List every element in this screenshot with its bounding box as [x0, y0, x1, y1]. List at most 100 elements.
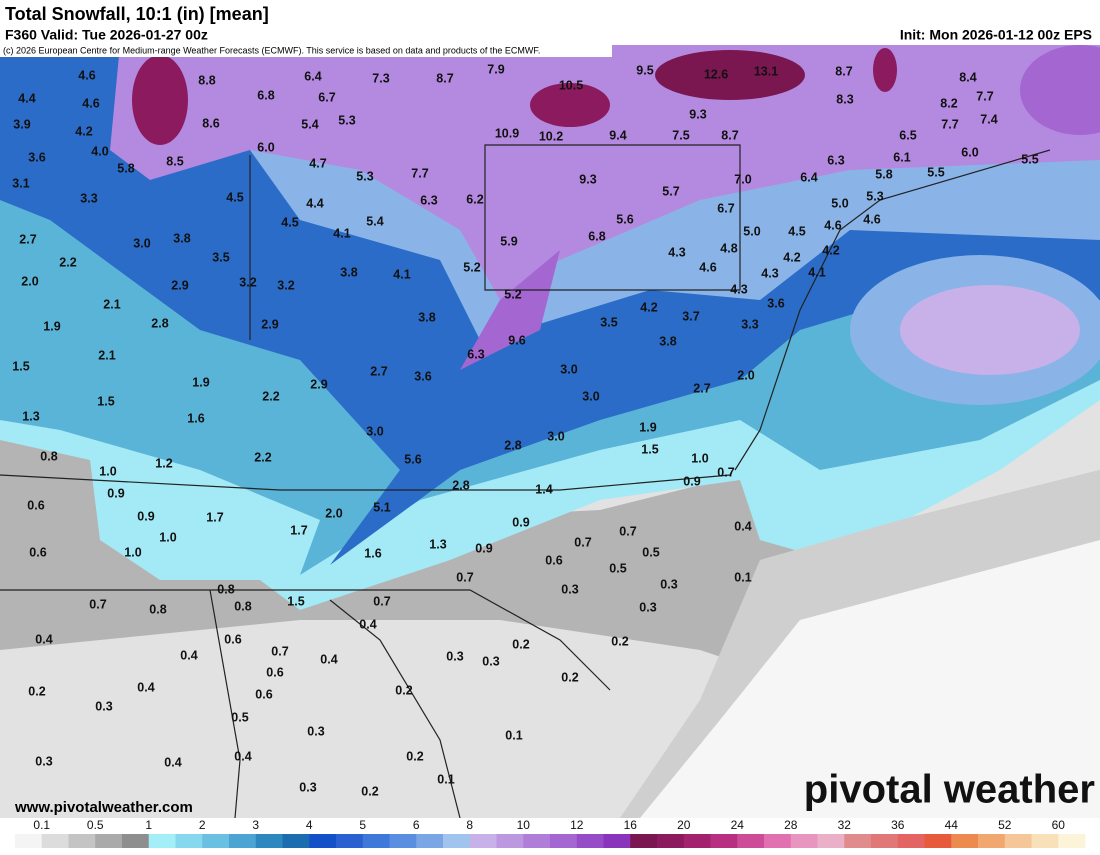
- snowfall-label: 2.7: [693, 381, 710, 395]
- colorbar-swatch: [764, 834, 792, 848]
- map-labels: 4.6 8.8 6.4 7.3 8.7 7.9 9.5 12.6 13.1 8.7 8.4 4.4 4.…: [12, 62, 1038, 798]
- snowfall-label: 3.5: [212, 250, 229, 264]
- website: www.pivotalweather.com: [14, 799, 193, 816]
- colorbar-swatch: [282, 834, 310, 848]
- snowfall-label: 5.5: [927, 165, 944, 179]
- colorbar-label: 5: [359, 818, 366, 832]
- snowfall-label: 8.6: [202, 116, 219, 130]
- snowfall-label: 8.2: [940, 96, 957, 110]
- valid-time: F360 Valid: Tue 2026-01-27 00z: [5, 27, 208, 43]
- snowfall-label: 0.3: [482, 654, 499, 668]
- snowfall-label: 9.5: [636, 63, 653, 77]
- colorbar-swatch: [68, 834, 96, 848]
- colorbar-swatch: [255, 834, 283, 848]
- snowfall-label: 0.2: [28, 684, 45, 698]
- snowfall-label: 0.3: [299, 780, 316, 794]
- snowfall-label: 4.5: [281, 215, 298, 229]
- snowfall-label: 5.3: [338, 113, 355, 127]
- colorbar-label: 10: [517, 818, 531, 832]
- snowfall-label: 7.7: [976, 89, 993, 103]
- snowfall-label: 3.8: [659, 334, 676, 348]
- snowfall-label: 5.5: [1021, 152, 1038, 166]
- colorbar-swatch: [202, 834, 230, 848]
- snowfall-label: 5.4: [301, 117, 318, 131]
- snowfall-label: 6.4: [800, 170, 817, 184]
- snowfall-label: 0.2: [611, 634, 628, 648]
- colorbar-label: 12: [570, 818, 584, 832]
- snowfall-label: 5.0: [831, 196, 848, 210]
- title: Total Snowfall, 10:1 (in) [mean]: [5, 4, 269, 24]
- colorbar-swatch: [657, 834, 685, 848]
- snowfall-label: 0.5: [231, 710, 248, 724]
- snowfall-label: 4.1: [393, 267, 410, 281]
- snowfall-label: 3.6: [414, 369, 431, 383]
- snowfall-label: 0.4: [320, 652, 337, 666]
- colorbar-label: 3: [252, 818, 259, 832]
- snowfall-label: 2.9: [171, 278, 188, 292]
- snowfall-label: 1.9: [43, 319, 60, 333]
- colorbar-swatch: [95, 834, 123, 848]
- snowfall-label: 8.3: [836, 92, 853, 106]
- snowfall-label: 0.4: [137, 680, 154, 694]
- snowfall-label: 0.8: [149, 602, 166, 616]
- colorbar-label: 16: [624, 818, 638, 832]
- snowfall-label: 5.7: [662, 184, 679, 198]
- snowfall-label: 5.8: [117, 161, 134, 175]
- init-time: Init: Mon 2026-01-12 00z EPS: [900, 27, 1092, 43]
- snowfall-label: 3.0: [366, 424, 383, 438]
- snowfall-label: 0.6: [27, 498, 44, 512]
- snowfall-label: 4.5: [226, 190, 243, 204]
- snowfall-label: 6.1: [893, 150, 910, 164]
- snowfall-label: 3.1: [12, 176, 29, 190]
- snowfall-label: 1.3: [22, 409, 39, 423]
- snowfall-label: 4.6: [699, 260, 716, 274]
- snowfall-label: 2.8: [151, 316, 168, 330]
- snowfall-label: 9.6: [508, 333, 525, 347]
- snowfall-label: 6.7: [318, 90, 335, 104]
- colorbar-label: 52: [998, 818, 1012, 832]
- snowfall-label: 2.9: [310, 377, 327, 391]
- snowfall-label: 6.3: [420, 193, 437, 207]
- colorbar-swatch: [148, 834, 176, 848]
- snowfall-label: 5.2: [504, 287, 521, 301]
- snowfall-label: 0.4: [234, 749, 251, 763]
- snowfall-label: 0.6: [545, 553, 562, 567]
- snowfall-label: 1.3: [429, 537, 446, 551]
- snowfall-label: 0.1: [734, 570, 751, 584]
- colorbar-swatch: [871, 834, 899, 848]
- snowfall-label: 8.7: [835, 64, 852, 78]
- snowfall-label: 0.3: [639, 600, 656, 614]
- snowfall-label: 0.6: [224, 632, 241, 646]
- snowfall-label: 0.7: [271, 644, 288, 658]
- colorbar-swatch: [576, 834, 604, 848]
- snowfall-label: 2.2: [59, 255, 76, 269]
- snowfall-label: 7.7: [411, 166, 428, 180]
- colorbar-label: 0.5: [87, 818, 104, 832]
- snowfall-label: 2.8: [452, 478, 469, 492]
- colorbar-swatch: [416, 834, 444, 848]
- snowfall-label: 3.6: [767, 296, 784, 310]
- snowfall-label: 5.6: [616, 212, 633, 226]
- snowfall-label: 4.8: [720, 241, 737, 255]
- snowfall-label: 5.1: [373, 500, 390, 514]
- snowfall-label: 0.2: [512, 637, 529, 651]
- snowfall-label: 0.7: [717, 465, 734, 479]
- colorbar-swatch: [924, 834, 952, 848]
- snowfall-label: 2.7: [370, 364, 387, 378]
- colorbar-label: 1: [145, 818, 152, 832]
- snowfall-label: 7.0: [734, 172, 751, 186]
- snowfall-label: 2.9: [261, 317, 278, 331]
- colorbar: 0.1 0.5 1 2 3 4 5 6 8 10 12 16 20 24 28 32 36 44 52 60: [15, 818, 1086, 848]
- snowfall-label: 0.4: [734, 519, 751, 533]
- snowfall-label: 5.9: [500, 234, 517, 248]
- snowfall-label: 5.8: [875, 167, 892, 181]
- snowfall-label: 0.8: [40, 449, 57, 463]
- colorbar-swatch: [1058, 834, 1086, 848]
- snowfall-label: 1.6: [187, 411, 204, 425]
- snowfall-label: 6.4: [304, 69, 321, 83]
- snowfall-label: 0.6: [266, 665, 283, 679]
- snowfall-label: 5.4: [366, 214, 383, 228]
- snowfall-label: 0.4: [164, 755, 181, 769]
- snowfall-label: 5.3: [866, 189, 883, 203]
- snowfall-label: 4.2: [783, 250, 800, 264]
